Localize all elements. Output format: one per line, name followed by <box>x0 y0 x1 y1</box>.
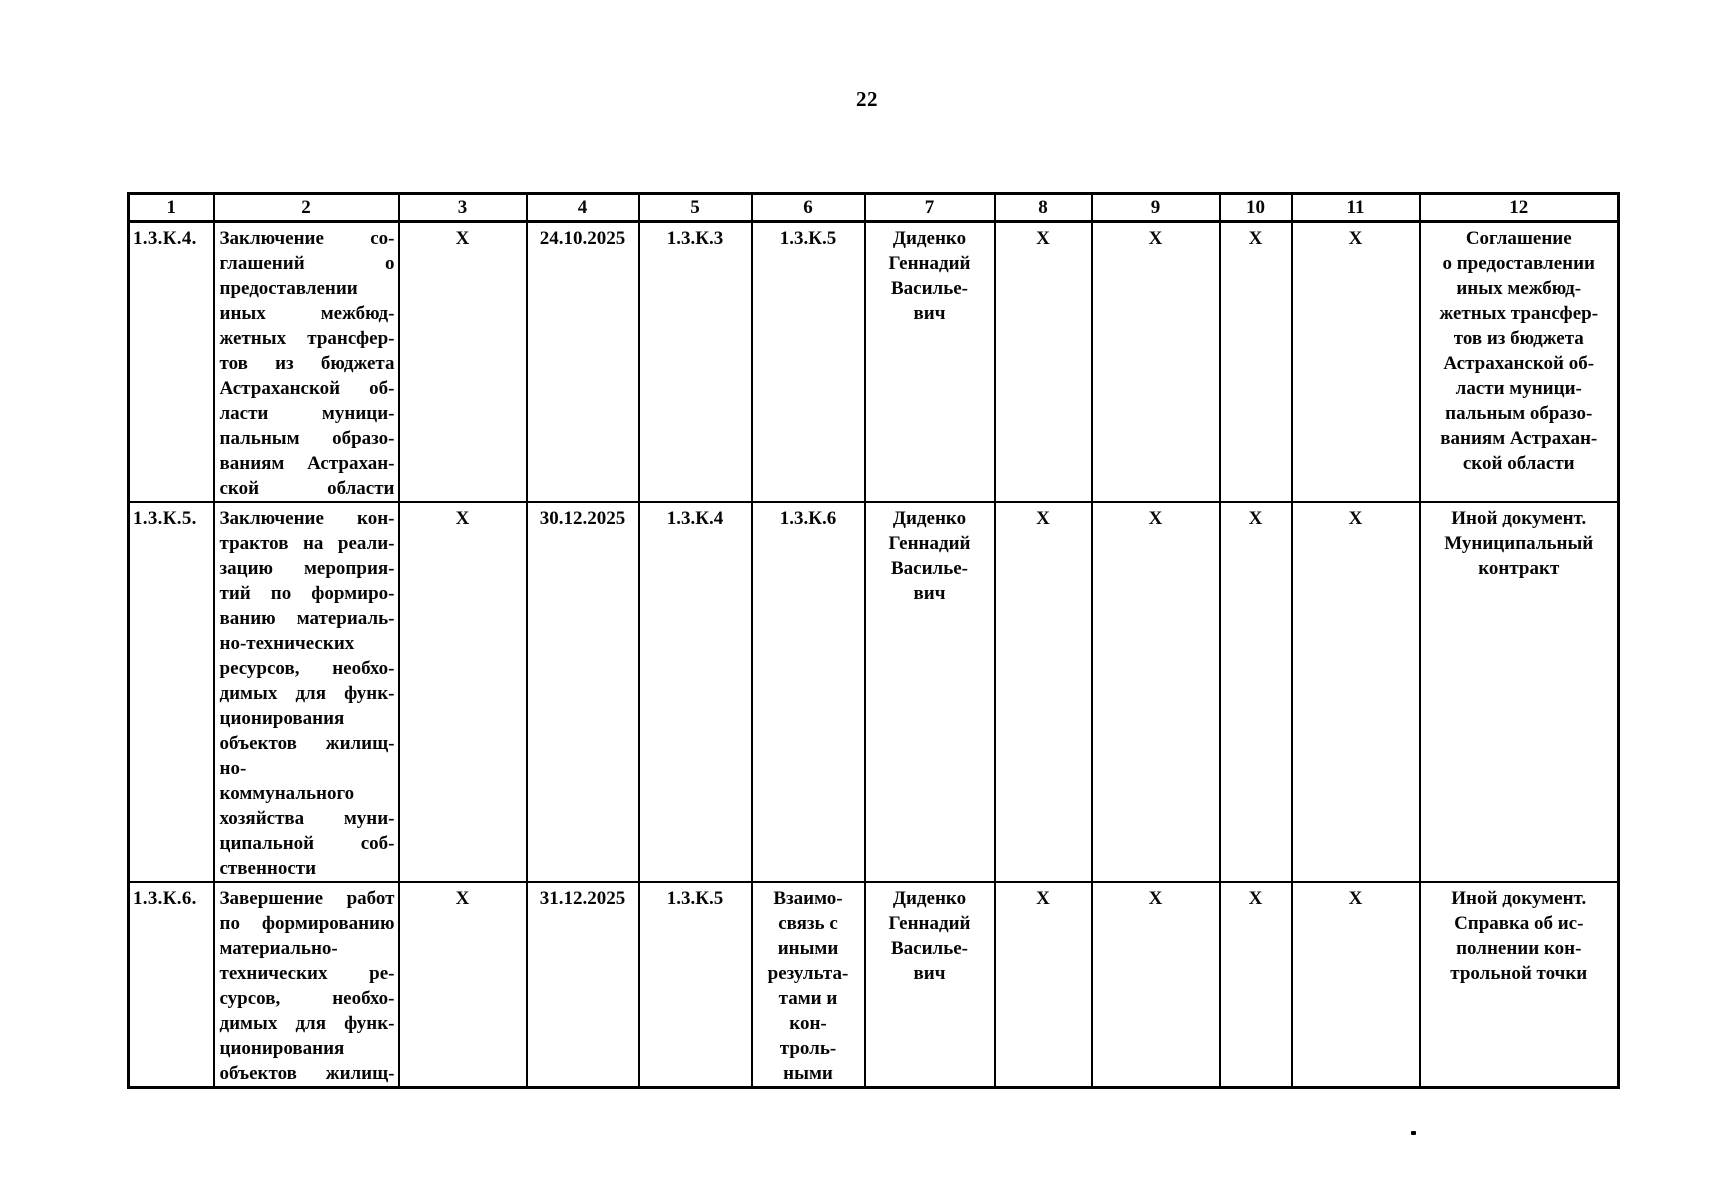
ink-speck <box>1411 1131 1416 1135</box>
row-id-cell: 1.3.К.6. <box>127 881 215 1089</box>
row-id-cell: 1.3.К.4. <box>127 220 215 503</box>
mark-cell: X <box>1290 501 1421 883</box>
column-header-7: 7 <box>863 192 996 223</box>
control-points-table: 1 2 3 4 5 6 7 8 9 10 11 12 1.3.К.4. Закл… <box>127 192 1620 1089</box>
mark-cell: X <box>1090 220 1221 503</box>
column-header-4: 4 <box>525 192 640 223</box>
successor-ref-cell: Взаимо- связь с иными результа- тами и к… <box>750 881 866 1089</box>
result-document-cell: Соглашение о предоставлении иных межбюд-… <box>1418 220 1620 503</box>
column-header-1: 1 <box>127 192 215 223</box>
responsible-person-cell: Диденко Геннадий Василье- вич <box>863 501 996 883</box>
column-header-5: 5 <box>637 192 753 223</box>
table-header-row: 1 2 3 4 5 6 7 8 9 10 11 12 <box>127 192 1620 223</box>
mark-cell: X <box>397 501 528 883</box>
result-document-cell: Иной документ. Муниципальный контракт <box>1418 501 1620 883</box>
mark-cell: X <box>993 501 1093 883</box>
table-row: 1.3.К.4. Заключение со- глашений о предо… <box>127 220 1620 503</box>
table-row: 1.3.К.6. Завершение работ по формировани… <box>127 881 1620 1089</box>
column-header-9: 9 <box>1090 192 1221 223</box>
task-name-cell: Заключение со- глашений о предоставлении… <box>212 220 400 503</box>
predecessor-ref-cell: 1.3.К.3 <box>637 220 753 503</box>
column-header-2: 2 <box>212 192 400 223</box>
row-id-cell: 1.3.К.5. <box>127 501 215 883</box>
mark-cell: X <box>1218 501 1293 883</box>
mark-cell: X <box>993 881 1093 1089</box>
task-name-cell: Завершение работ по формированию материа… <box>212 881 400 1089</box>
column-header-10: 10 <box>1218 192 1293 223</box>
column-header-11: 11 <box>1290 192 1421 223</box>
task-name-cell: Заключение кон- трактов на реали- зацию … <box>212 501 400 883</box>
mark-cell: X <box>1290 220 1421 503</box>
mark-cell: X <box>1290 881 1421 1089</box>
responsible-person-cell: Диденко Геннадий Василье- вич <box>863 881 996 1089</box>
mark-cell: X <box>1090 501 1221 883</box>
date-cell: 31.12.2025 <box>525 881 640 1089</box>
responsible-person-cell: Диденко Геннадий Василье- вич <box>863 220 996 503</box>
successor-ref-cell: 1.3.К.6 <box>750 501 866 883</box>
predecessor-ref-cell: 1.3.К.5 <box>637 881 753 1089</box>
date-cell: 24.10.2025 <box>525 220 640 503</box>
predecessor-ref-cell: 1.3.К.4 <box>637 501 753 883</box>
column-header-6: 6 <box>750 192 866 223</box>
table-row: 1.3.К.5. Заключение кон- трактов на реал… <box>127 501 1620 883</box>
mark-cell: X <box>1218 220 1293 503</box>
column-header-12: 12 <box>1418 192 1620 223</box>
mark-cell: X <box>1090 881 1221 1089</box>
mark-cell: X <box>1218 881 1293 1089</box>
column-header-3: 3 <box>397 192 528 223</box>
date-cell: 30.12.2025 <box>525 501 640 883</box>
column-header-8: 8 <box>993 192 1093 223</box>
successor-ref-cell: 1.3.К.5 <box>750 220 866 503</box>
result-document-cell: Иной документ. Справка об ис- полнении к… <box>1418 881 1620 1089</box>
mark-cell: X <box>397 220 528 503</box>
mark-cell: X <box>397 881 528 1089</box>
page-number: 22 <box>856 87 878 111</box>
mark-cell: X <box>993 220 1093 503</box>
